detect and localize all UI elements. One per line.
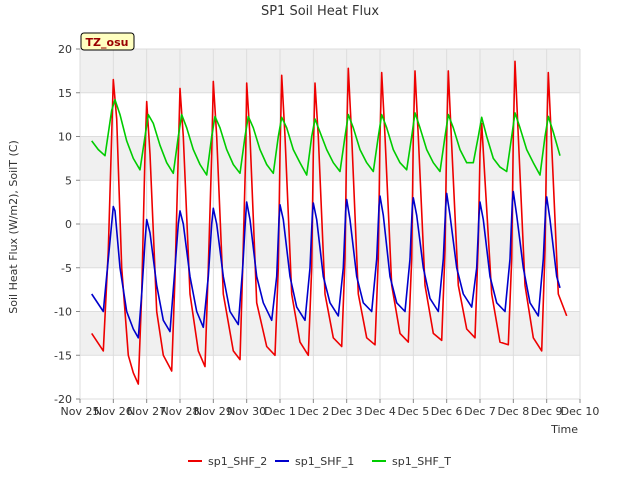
- x-tick-label: Dec 3: [331, 405, 363, 418]
- series-line-sp1_SHF_1: [91, 190, 561, 339]
- x-tick-label: Dec 5: [397, 405, 429, 418]
- y-tick-label: 5: [65, 174, 72, 187]
- x-tick-label: Nov 28: [161, 405, 200, 418]
- x-tick-label: Dec 4: [364, 405, 396, 418]
- plot-band: [80, 224, 580, 268]
- y-tick-label: 15: [58, 87, 72, 100]
- x-tick-label: Nov 26: [94, 405, 133, 418]
- chart-title: SP1 Soil Heat Flux: [261, 4, 379, 19]
- y-axis: -20 -15 -10 -5 0 5 10 15 20: [54, 43, 80, 406]
- x-tick-label: Dec 6: [431, 405, 463, 418]
- y-tick-label: 0: [65, 218, 72, 231]
- x-tick-label: Nov 30: [227, 405, 266, 418]
- series-line-sp1_SHF_T: [91, 98, 561, 176]
- legend-label: sp1_SHF_2: [208, 455, 267, 468]
- y-axis-label: Soil Heat Flux (W/m2), SoilT (C): [7, 140, 20, 313]
- x-tick-label: Nov 25: [61, 405, 100, 418]
- y-tick-label: 10: [58, 131, 72, 144]
- legend-label: sp1_SHF_1: [295, 455, 354, 468]
- x-tick-label: Nov 29: [194, 405, 233, 418]
- x-tick-label: Dec 9: [531, 405, 563, 418]
- x-tick-label: Dec 8: [497, 405, 529, 418]
- grid: [79, 48, 581, 400]
- tz-badge-box: [80, 32, 135, 51]
- x-tick-label: Dec 10: [561, 405, 600, 418]
- series-lines: [91, 60, 568, 385]
- plot-band: [80, 49, 580, 93]
- y-tick-label: 20: [58, 43, 72, 56]
- y-tick-label: -20: [54, 393, 72, 406]
- y-tick-label: -5: [61, 262, 72, 275]
- legend-label: sp1_SHF_T: [392, 455, 451, 468]
- x-axis-label: Time: [550, 423, 578, 436]
- plot-band: [80, 136, 580, 181]
- x-tick-label: Nov 27: [127, 405, 166, 418]
- y-tick-label: -15: [54, 349, 72, 362]
- tz-badge-label: TZ_osu: [86, 36, 129, 49]
- y-tick-label: -10: [54, 306, 72, 319]
- x-tick-label: Dec 2: [297, 405, 329, 418]
- x-tick-label: Dec 7: [464, 405, 496, 418]
- x-tick-label: Dec 1: [264, 405, 296, 418]
- tz-badge: TZ_osu: [80, 32, 135, 51]
- legend: sp1_SHF_2 sp1_SHF_1 sp1_SHF_T: [188, 455, 451, 468]
- series-line-sp1_SHF_2: [91, 60, 568, 385]
